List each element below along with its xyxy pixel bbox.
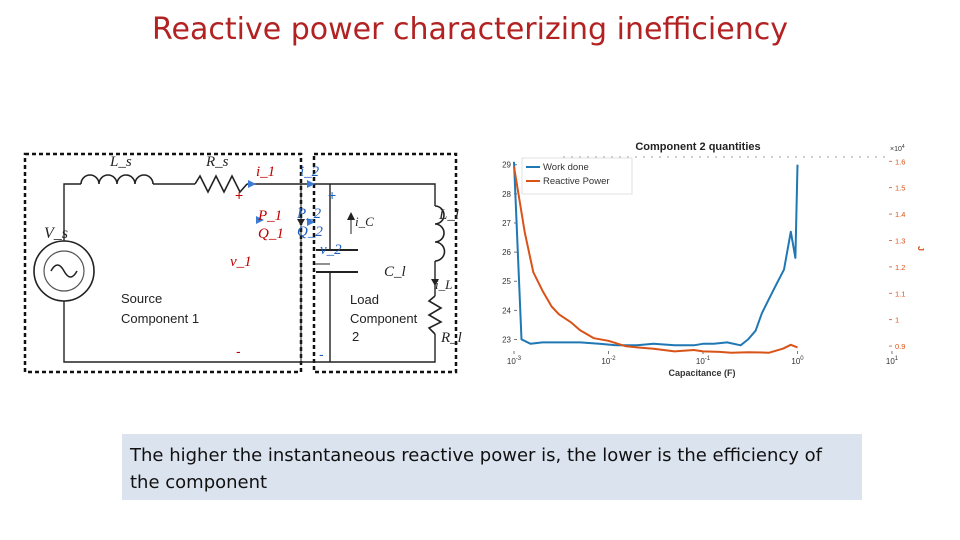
load-capacitor-symbol	[316, 249, 358, 273]
y-right-tick-label: 1.6	[895, 157, 905, 166]
x-tick-label: 101	[886, 356, 899, 366]
chart-axes: 10-3 10-2 10-1 100 101 23 24 25 26 27 28 29 0.9 1 1.1 1…	[502, 144, 905, 366]
y-right-tick-label: 1.2	[895, 263, 905, 272]
x-tick-label: 10-3	[507, 356, 522, 366]
load-resistor-label: R_l	[440, 330, 462, 346]
active-power-1-label: P_1	[257, 208, 282, 224]
x-tick-label: 100	[791, 356, 804, 366]
circuit-diagram: V_s L_s R_s i_1 i_2 + + P_1 Q_1 P_2 Q_2 …	[23, 152, 462, 374]
y-right-tick-label: 0.9	[895, 342, 905, 351]
reactive-power-1-label: Q_1	[258, 226, 284, 242]
load-resistor-symbol	[427, 295, 443, 335]
y-left-tick-label: 24	[502, 306, 511, 315]
plus-sign-1: +	[235, 187, 243, 203]
legend-box	[521, 157, 633, 195]
caption-box: The higher the instantaneous reactive po…	[122, 434, 862, 500]
source-resistor-symbol	[194, 174, 248, 194]
component-2-box	[312, 152, 458, 374]
y-left-tick-label: 29	[502, 161, 511, 170]
ac-source-icon	[33, 240, 95, 302]
y-left-tick-label: 27	[502, 219, 511, 228]
current-1-label: i_1	[256, 164, 275, 180]
plus-sign-2: +	[328, 187, 336, 203]
component-2-label-line1: Load	[350, 292, 379, 307]
component-1-label-line2: Component 1	[121, 311, 199, 326]
capacitor-current-label: i_C	[355, 214, 374, 229]
load-current-label: i_L	[435, 277, 452, 292]
x-axis-label: Capacitance (F)	[668, 368, 735, 378]
chart-legend: Work done Reactive Power	[521, 157, 633, 195]
y-right-tick-label: 1	[895, 316, 899, 325]
load-inductor-symbol	[434, 205, 446, 262]
legend-label: Work done	[543, 162, 589, 173]
y-left-tick-label: 23	[502, 335, 511, 344]
component-2-chart: 10-3 10-2 10-1 100 101 23 24 25 26 27 28 29 0.9 1 1.1 1…	[494, 136, 924, 380]
source-voltage-label: V_s	[44, 225, 68, 242]
reactive-power-2-label: Q_2	[297, 224, 323, 240]
active-power-2-label: P_2	[296, 206, 322, 222]
source-resistor-label: R_s	[205, 154, 229, 170]
slide-title: Reactive power characterizing inefficien…	[152, 12, 788, 47]
load-inductor-label: L_l	[438, 207, 459, 223]
y-axis-right-label: J	[916, 246, 924, 251]
voltage-2-label: v_2	[320, 242, 342, 258]
circuit-wires	[63, 183, 436, 363]
series-line-reactive-power	[513, 166, 798, 354]
y-left-tick-label: 26	[502, 248, 511, 257]
y-left-tick-label: 25	[502, 277, 511, 286]
x-tick-label: 10-2	[601, 356, 616, 366]
component-2-label-line3: 2	[352, 329, 359, 344]
component-1-label-line1: Source	[121, 291, 162, 306]
legend-label: Reactive Power	[543, 176, 610, 187]
chart-title: Component 2 quantities	[635, 141, 760, 153]
series-line-work-done	[513, 161, 799, 347]
y-axis-left-label: W	[494, 239, 496, 248]
load-capacitor-label: C_l	[384, 264, 406, 280]
y-right-tick-label: 1.3	[895, 236, 905, 245]
y-right-tick-label: 1.5	[895, 184, 905, 193]
voltage-1-label: v_1	[230, 254, 252, 270]
y-left-tick-label: 28	[502, 190, 511, 199]
chart-series	[513, 161, 799, 354]
source-inductor-label: L_s	[109, 154, 132, 170]
y-right-tick-label: 1.4	[895, 210, 905, 219]
source-inductor-symbol	[80, 174, 154, 185]
component-2-label-line2: Component	[350, 311, 418, 326]
minus-sign-2: -	[319, 346, 324, 362]
current-arrows	[248, 180, 439, 286]
current-2-label: i_2	[300, 164, 320, 180]
y-right-tick-label: 1.1	[895, 289, 905, 298]
minus-sign-1: -	[236, 343, 241, 359]
right-axis-multiplier: ×104	[890, 144, 905, 153]
x-tick-label: 10-1	[696, 356, 711, 366]
